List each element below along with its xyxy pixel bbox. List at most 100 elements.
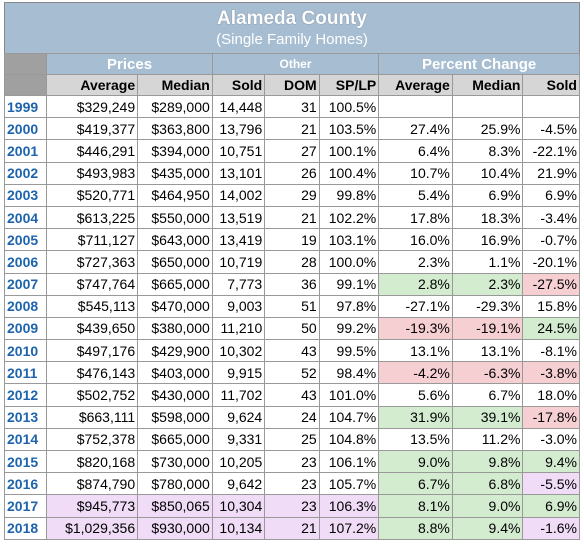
value-cell: 43	[264, 383, 320, 407]
data-row: 2009 $439,650 $380,000 11,210 50 99.2% -19.3% -…	[3, 316, 580, 341]
column-header: Median	[137, 74, 213, 96]
column-header: Sold	[522, 74, 580, 96]
value-cell: 39.1%	[451, 405, 524, 429]
value-cell: 8.3%	[451, 139, 524, 163]
value-cell: 52	[264, 361, 320, 385]
value-cell: 11.2%	[451, 427, 524, 452]
data-row: 2002 $493,983 $435,000 13,101 26 100.4% 10.7% 1…	[3, 161, 580, 185]
data-row: 2012 $502,752 $430,000 11,702 43 101.0% 5.6% 6.…	[3, 383, 580, 407]
data-table: Prices Other Percent Change Average Median So…	[3, 53, 580, 540]
value-cell: 23	[264, 494, 320, 518]
value-cell: -0.7%	[522, 228, 580, 252]
value-cell: 23	[264, 449, 320, 474]
value-cell: -19.3%	[378, 316, 453, 341]
value-cell: $439,650	[46, 316, 139, 341]
value-cell: 10,302	[211, 339, 266, 363]
value-cell: $945,773	[46, 494, 139, 518]
value-cell: $613,225	[46, 205, 139, 230]
value-cell: 28	[264, 250, 320, 274]
value-cell: $363,800	[137, 117, 213, 141]
value-cell: 5.6%	[378, 383, 453, 407]
year-cell: 2011	[3, 361, 48, 385]
value-cell: 13,101	[211, 161, 266, 185]
data-row: 2018 $1,029,356 $930,000 10,134 21 107.2% 8.8%…	[3, 516, 580, 540]
value-cell: -1.6%	[522, 516, 580, 540]
value-cell: 25.9%	[451, 117, 524, 141]
value-cell: $520,771	[46, 183, 139, 207]
title: Alameda County	[217, 8, 367, 29]
value-cell: 98.4%	[318, 361, 380, 385]
value-cell: 15.8%	[522, 294, 580, 318]
group-header: Percent Change	[378, 53, 580, 75]
value-cell: $497,176	[46, 339, 139, 363]
value-cell: 19	[264, 228, 320, 252]
value-cell: $289,000	[137, 94, 213, 119]
value-cell: 9,642	[211, 472, 266, 496]
value-cell: 10.7%	[378, 161, 453, 185]
year-cell: 2018	[3, 516, 48, 540]
value-cell: 14,448	[211, 94, 266, 119]
empty-cell	[3, 74, 48, 96]
value-cell: 6.9%	[451, 183, 524, 207]
value-cell: 13.1%	[378, 339, 453, 363]
value-cell: $711,127	[46, 228, 139, 252]
value-cell: $464,950	[137, 183, 213, 207]
value-cell: 18.3%	[451, 205, 524, 230]
value-cell: -3.8%	[522, 361, 580, 385]
year-cell: 2015	[3, 449, 48, 474]
value-cell: 10,134	[211, 516, 266, 540]
data-row: 2016 $874,790 $780,000 9,642 23 105.7% 6.7% 6.8…	[3, 472, 580, 496]
year-cell: 2012	[3, 383, 48, 407]
data-row: 2007 $747,764 $665,000 7,773 36 99.1% 2.8% 2.3%…	[3, 272, 580, 296]
value-cell: 99.8%	[318, 183, 380, 207]
value-cell: 17.8%	[378, 205, 453, 230]
value-cell: $502,752	[46, 383, 139, 407]
value-cell: $650,000	[137, 250, 213, 274]
empty-cell	[451, 94, 524, 119]
year-cell: 2003	[3, 183, 48, 207]
empty-cell	[3, 53, 48, 75]
value-cell: 6.7%	[451, 383, 524, 407]
value-cell: 10,719	[211, 250, 266, 274]
value-cell: -8.1%	[522, 339, 580, 363]
value-cell: 1.1%	[451, 250, 524, 274]
value-cell: 26	[264, 161, 320, 185]
value-cell: 99.1%	[318, 272, 380, 296]
empty-cell	[522, 94, 580, 119]
value-cell: 99.5%	[318, 339, 380, 363]
value-cell: $930,000	[137, 516, 213, 540]
value-cell: 10,751	[211, 139, 266, 163]
value-cell: 100.4%	[318, 161, 380, 185]
value-cell: $747,764	[46, 272, 139, 296]
value-cell: $643,000	[137, 228, 213, 252]
year-cell: 2004	[3, 205, 48, 230]
value-cell: 11,702	[211, 383, 266, 407]
value-cell: -29.3%	[451, 294, 524, 318]
value-cell: $1,029,356	[46, 516, 139, 540]
value-cell: $752,378	[46, 427, 139, 452]
data-row: 2011 $476,143 $403,000 9,915 52 98.4% -4.2% -6.…	[3, 361, 580, 385]
value-cell: $820,168	[46, 449, 139, 474]
value-cell: 9.0%	[378, 449, 453, 474]
value-cell: 8.8%	[378, 516, 453, 540]
value-cell: 9.8%	[451, 449, 524, 474]
value-cell: 97.8%	[318, 294, 380, 318]
value-cell: 6.9%	[522, 494, 580, 518]
value-cell: 6.9%	[522, 183, 580, 207]
value-cell: $430,000	[137, 383, 213, 407]
value-cell: -4.2%	[378, 361, 453, 385]
value-cell: $329,249	[46, 94, 139, 119]
value-cell: 99.2%	[318, 316, 380, 341]
value-cell: $435,000	[137, 161, 213, 185]
value-cell: 103.5%	[318, 117, 380, 141]
data-row: 2010 $497,176 $429,900 10,302 43 99.5% 13.1% 13…	[3, 339, 580, 363]
data-row: 2006 $727,363 $650,000 10,719 28 100.0% 2.3% 1.…	[3, 250, 580, 274]
value-cell: 9.4%	[451, 516, 524, 540]
value-cell: 6.8%	[451, 472, 524, 496]
data-row: 2003 $520,771 $464,950 14,002 29 99.8% 5.4% 6.9…	[3, 183, 580, 207]
value-cell: $380,000	[137, 316, 213, 341]
data-row: 1999 $329,249 $289,000 14,448 31 100.5%	[3, 94, 580, 119]
value-cell: 104.7%	[318, 405, 380, 429]
data-row: 2015 $820,168 $730,000 10,205 23 106.1% 9.0% 9.…	[3, 449, 580, 474]
data-row: 2004 $613,225 $550,000 13,519 21 102.2% 17.8% 1…	[3, 205, 580, 230]
